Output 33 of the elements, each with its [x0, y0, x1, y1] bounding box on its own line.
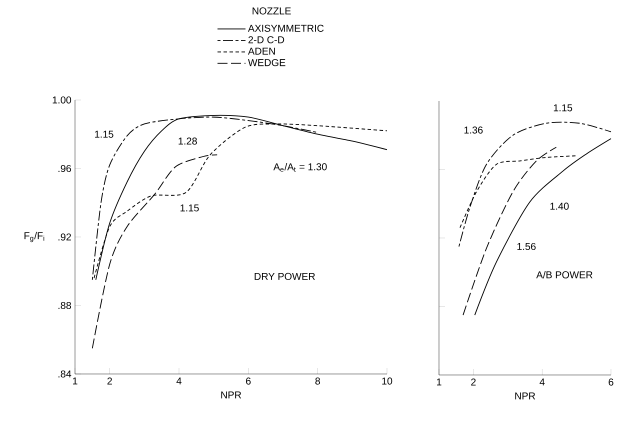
y-tick-label: 1.00: [52, 96, 72, 104]
legend-title: NOZZLE: [252, 7, 291, 14]
annotation: 1.15: [180, 204, 199, 212]
annotation: 1.36: [464, 126, 483, 134]
annotation: 1.15: [554, 104, 572, 112]
x-tick-label: 4: [540, 378, 545, 386]
x-tick-label: 2: [471, 378, 476, 386]
y-tick-label: .92: [58, 233, 71, 241]
x-tick-label: 4: [176, 378, 182, 384]
legend-label: 2-D C-D: [248, 36, 284, 44]
annotation: DRY POWER: [254, 272, 315, 280]
y-tick-label: .96: [58, 164, 72, 172]
annotation: A$_{e}$/A$_{t}$ = 1.30: [273, 162, 327, 172]
y-tick-label: .88: [58, 302, 72, 310]
x-tick-label: 6: [608, 378, 614, 386]
y-axis-title: F$_{g}$/F$_{i}$: [24, 232, 44, 242]
y-tick-label: .84: [58, 370, 72, 378]
x-tick-label: 10: [382, 378, 392, 385]
x-tick-label: 1: [436, 378, 442, 386]
x-tick-label: 8: [315, 378, 320, 385]
annotation: 1.28: [178, 138, 197, 145]
legend-label: WEDGE: [248, 59, 286, 66]
annotation: 1.56: [517, 242, 536, 250]
legend-label: ADEN: [248, 48, 275, 55]
annotation: 1.40: [550, 202, 569, 210]
x-axis-title: NPR: [515, 392, 536, 400]
x-tick-label: 6: [246, 378, 251, 385]
annotation: 1.15: [95, 130, 114, 138]
legend-label: AXISYMMETRIC: [248, 24, 324, 32]
x-tick-label: 1: [72, 378, 78, 384]
x-tick-label: 2: [107, 378, 112, 384]
x-axis-title: NPR: [221, 391, 242, 398]
annotation: A/B POWER: [536, 271, 592, 278]
